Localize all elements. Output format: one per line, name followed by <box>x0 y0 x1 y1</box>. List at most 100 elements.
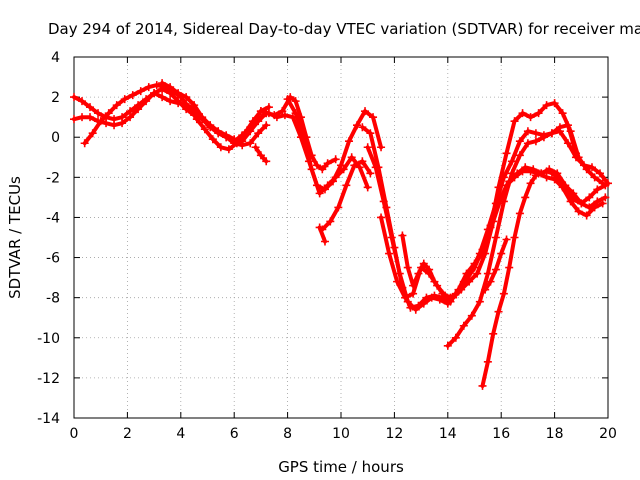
x-tick-label: 16 <box>492 426 510 442</box>
data-point <box>128 91 137 100</box>
data-point <box>585 193 594 202</box>
data-point <box>582 211 591 220</box>
x-tick-label: 20 <box>599 426 617 442</box>
data-point <box>315 189 324 198</box>
data-point <box>318 165 327 174</box>
data-point <box>102 119 111 128</box>
x-tick-label: 2 <box>123 426 132 442</box>
data-point <box>192 115 201 124</box>
y-tick-label: -12 <box>37 371 60 387</box>
data-point <box>120 95 129 104</box>
data-point <box>534 109 543 118</box>
data-point <box>315 223 324 232</box>
grid <box>74 57 608 418</box>
data-point <box>574 207 583 216</box>
x-tick-label: 4 <box>176 426 185 442</box>
data-point <box>459 321 468 330</box>
x-tick-label: 10 <box>332 426 350 442</box>
data-point <box>363 143 372 152</box>
data-point <box>515 137 524 146</box>
data-point <box>486 221 495 230</box>
data-point <box>446 293 455 302</box>
series-line <box>400 169 605 300</box>
data-point <box>366 169 375 178</box>
data-point <box>174 89 183 98</box>
data-point <box>561 185 570 194</box>
data-point <box>80 139 89 148</box>
data-point <box>206 121 215 130</box>
data-point <box>491 265 500 274</box>
data-point <box>510 117 519 126</box>
data-point <box>526 179 535 188</box>
data-point <box>403 263 412 272</box>
data-point <box>414 269 423 278</box>
data-point <box>264 109 273 118</box>
data-point <box>339 165 348 174</box>
data-point <box>502 149 511 158</box>
data-point <box>377 213 386 222</box>
data-point <box>510 233 519 242</box>
data-point <box>182 93 191 102</box>
data-point <box>118 119 127 128</box>
data-point <box>531 171 540 180</box>
y-tick-label: -2 <box>46 170 60 186</box>
data-point <box>526 167 535 176</box>
data-point <box>507 169 516 178</box>
data-point <box>499 197 508 206</box>
data-point <box>262 157 271 166</box>
data-point <box>78 113 87 122</box>
data-point <box>435 295 444 304</box>
chart-title: Day 294 of 2014, Sidereal Day-to-day VTE… <box>48 20 640 38</box>
y-tick-label: 2 <box>51 90 60 106</box>
series-track-6 <box>251 143 271 166</box>
data-point <box>547 169 556 178</box>
data-point <box>395 269 404 278</box>
data-point <box>523 139 532 148</box>
data-point <box>190 101 199 110</box>
series-track-7 <box>283 95 372 198</box>
data-point <box>70 115 78 124</box>
data-point <box>505 263 514 272</box>
data-point <box>345 137 354 146</box>
data-point <box>104 109 113 118</box>
data-point <box>401 293 410 302</box>
data-point <box>200 125 209 134</box>
y-tick-label: 4 <box>51 50 60 66</box>
data-point <box>358 157 367 166</box>
data-point <box>158 79 167 88</box>
data-point <box>507 157 516 166</box>
data-point <box>134 105 143 114</box>
data-point <box>323 181 332 190</box>
data-point <box>425 265 434 274</box>
data-point <box>427 293 436 302</box>
data-point <box>601 181 610 190</box>
data-point <box>280 111 289 120</box>
data-point <box>531 137 540 146</box>
data-point <box>454 287 463 296</box>
data-point <box>515 151 524 160</box>
data-point <box>494 307 503 316</box>
data-point <box>144 83 153 92</box>
data-point <box>371 163 380 172</box>
data-point <box>558 109 567 118</box>
data-point <box>473 269 482 278</box>
data-point <box>489 329 498 338</box>
x-tick-label: 0 <box>70 426 79 442</box>
data-point <box>88 129 97 138</box>
data-point <box>353 121 362 130</box>
data-point <box>491 233 500 242</box>
y-tick-label: -6 <box>46 251 60 267</box>
data-point <box>387 233 396 242</box>
data-point <box>238 137 247 146</box>
data-point <box>208 135 217 144</box>
data-point <box>494 199 503 208</box>
data-point <box>110 121 119 130</box>
data-point <box>577 199 586 208</box>
data-point <box>331 173 340 182</box>
data-point <box>587 163 596 172</box>
data-point <box>481 285 490 294</box>
data-point <box>334 203 343 212</box>
data-point <box>438 289 447 298</box>
data-point <box>563 139 572 148</box>
